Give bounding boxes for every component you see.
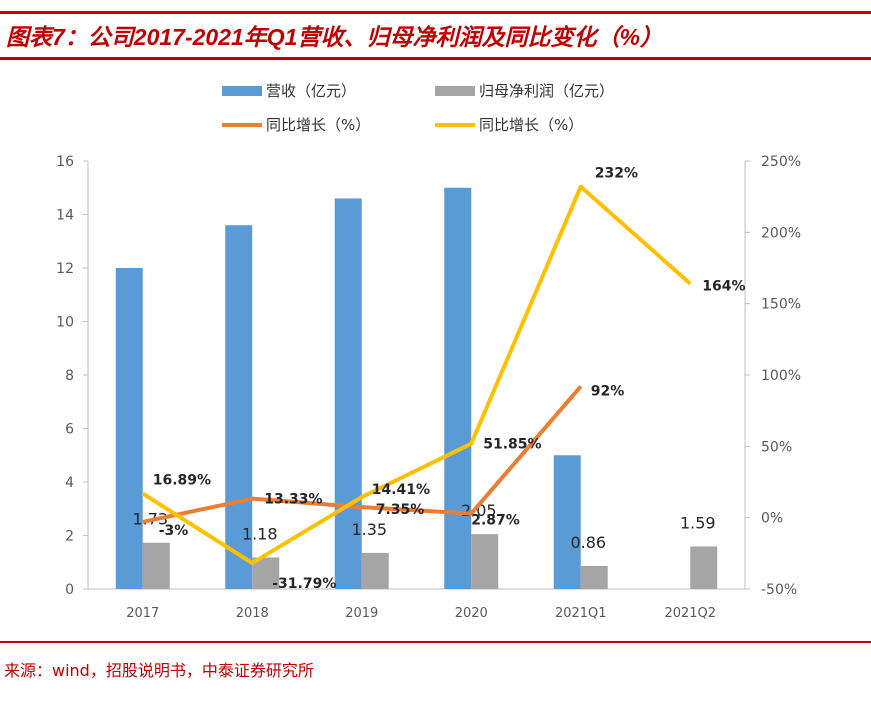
- revenue-bar: [553, 455, 581, 589]
- net-profit-bar: [252, 557, 280, 589]
- legend-growth-orange: 同比增长（%）: [222, 114, 370, 135]
- left-tick-label: 12: [56, 261, 74, 277]
- net-profit-label: 1.18: [242, 524, 278, 543]
- growth-label: 16.89%: [153, 473, 211, 489]
- x-tick-label: 2021Q1: [555, 606, 607, 621]
- growth-label: -3%: [159, 523, 189, 539]
- growth-label: 51.85%: [483, 437, 541, 453]
- growth-label: 2.87%: [471, 513, 520, 529]
- right-tick-label: 100%: [761, 368, 801, 384]
- revenue-bar: [444, 187, 472, 589]
- x-tick-label: 2018: [236, 606, 269, 621]
- growth-line-orange: [142, 385, 583, 524]
- chart-area: 0 2 4 6 8 10 12 14 16 -50% 0% 50% 100% 150% 200% 250% 20…: [56, 154, 801, 621]
- x-tick-label: 2019: [345, 606, 378, 621]
- right-tick-label: 0%: [761, 511, 783, 527]
- growth-label: 14.41%: [372, 482, 430, 498]
- growth-label: 13.33%: [264, 492, 322, 508]
- net-profit-bar: [471, 534, 499, 589]
- net-profit-bar: [580, 565, 608, 589]
- growth-label: 92%: [591, 383, 625, 399]
- left-tick-label: 6: [65, 422, 74, 438]
- title-top-rule: [0, 11, 871, 14]
- left-tick-label: 10: [56, 315, 74, 331]
- left-tick-label: 2: [65, 529, 74, 545]
- source-note: 来源：wind，招股说明书，中泰证券研究所: [4, 661, 314, 680]
- right-tick-label: 200%: [761, 225, 801, 241]
- net-profit-label: 0.86: [570, 533, 606, 552]
- net-profit-bar: [361, 552, 389, 589]
- legend-revenue: 营收（亿元）: [222, 80, 356, 101]
- growth-line-yellow: [141, 184, 692, 566]
- right-tick-label: 150%: [761, 297, 801, 313]
- revenue-bar: [334, 198, 362, 589]
- growth-label: -31.79%: [272, 576, 336, 592]
- right-tick-label: 250%: [761, 154, 801, 170]
- growth-label: 164%: [702, 279, 745, 295]
- right-tick-label: 50%: [761, 439, 792, 455]
- net-profit-label: 1.35: [351, 520, 387, 539]
- title-bottom-rule: [0, 57, 871, 60]
- legend-growth-yellow: 同比增长（%）: [435, 114, 583, 135]
- left-tick-label: 0: [65, 582, 74, 598]
- revenue-bar: [225, 225, 253, 589]
- x-tick-label: 2020: [455, 606, 488, 621]
- x-tick-label: 2017: [126, 606, 159, 621]
- x-tick-label: 2021Q2: [664, 606, 716, 621]
- net-profit-bar: [142, 542, 170, 589]
- left-tick-label: 16: [56, 154, 74, 170]
- growth-label: 232%: [595, 166, 638, 182]
- legend-net-profit: 归母净利润（亿元）: [435, 80, 614, 101]
- right-tick-label: -50%: [761, 582, 797, 598]
- left-tick-label: 8: [65, 368, 74, 384]
- left-tick-label: 14: [56, 208, 74, 224]
- revenue-bar: [115, 268, 143, 589]
- left-tick-label: 4: [65, 475, 74, 491]
- net-profit-label: 1.59: [680, 513, 716, 532]
- chart-title: 图表7：公司2017-2021年Q1营收、归母净利润及同比变化（%）: [6, 24, 663, 50]
- source-rule: [0, 641, 871, 643]
- growth-label: 7.35%: [376, 502, 425, 518]
- net-profit-bar: [690, 546, 718, 589]
